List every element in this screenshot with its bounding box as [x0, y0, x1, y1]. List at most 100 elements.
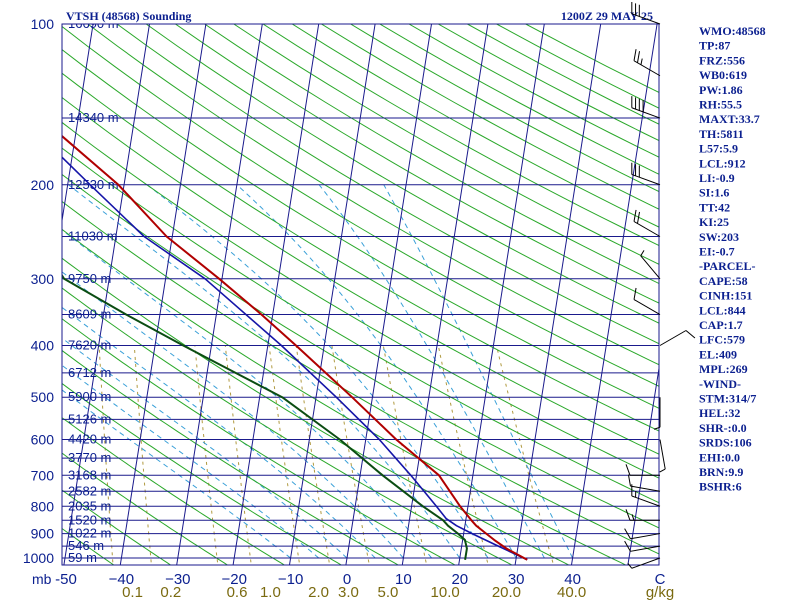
dry-adiabat-line — [62, 349, 400, 565]
height-label: 59 m — [68, 550, 97, 565]
isotherm-line — [232, 24, 320, 565]
dewpoint-profile-line — [62, 273, 468, 560]
index-item: CINH:151 — [699, 289, 752, 303]
dry-adiabat-line — [62, 287, 514, 565]
height-label: 16690 m — [68, 16, 119, 31]
mixing-ratio-line — [268, 345, 301, 565]
height-label: 11030 m — [68, 228, 118, 243]
height-label: 5900 m — [68, 389, 111, 404]
wind-barb — [659, 330, 696, 346]
wind-barb — [625, 509, 660, 521]
index-item: MPL:269 — [699, 362, 748, 376]
parcel-profile-line — [62, 156, 528, 561]
height-label: 3770 m — [68, 450, 111, 465]
temperature-axis-labels: -50 −40 −30 −20 −10 0 10 20 30 40 C — [55, 571, 665, 588]
mixing-ratio-tick-label: 2.0 — [308, 584, 329, 600]
isotherm-line — [288, 24, 376, 565]
wind-barb — [625, 464, 660, 476]
chart-timestamp: 1200Z 29 MAY 25 — [561, 9, 653, 23]
height-label: 14340 m — [68, 110, 119, 125]
isotherm-line — [62, 24, 94, 224]
height-label: 4420 m — [68, 432, 111, 447]
pressure-axis-labels: 100 200 300 400 500 600 700 800 900 1000 mb — [23, 16, 54, 587]
height-label: 3168 m — [68, 467, 111, 482]
dry-adiabat-line — [62, 257, 570, 565]
index-item: EHI:0.0 — [699, 450, 740, 464]
index-item: SHR-:0.0 — [699, 421, 747, 435]
isotherm-line — [514, 24, 602, 565]
temperature-tick-label: 0 — [343, 571, 351, 588]
sounding-profiles — [62, 134, 528, 561]
pressure-tick-label: 100 — [31, 16, 55, 32]
index-item: FRZ:556 — [699, 53, 745, 67]
wind-barb — [653, 397, 661, 430]
dry-adiabat-line — [62, 417, 286, 565]
mixing-ratio-line — [133, 345, 152, 565]
index-item: RH:55.5 — [699, 98, 742, 112]
index-item: LCL:844 — [699, 303, 746, 317]
wind-barb — [640, 250, 661, 280]
index-item: LCL:912 — [699, 156, 746, 170]
mixing-ratio-line — [194, 345, 219, 565]
isotherm-line — [627, 365, 659, 565]
index-item: BRN:9.9 — [699, 465, 743, 479]
index-item: STM:314/7 — [699, 392, 756, 406]
height-label: 1520 m — [68, 512, 111, 527]
isotherm-line — [63, 24, 151, 565]
temperature-tick-label: 40 — [564, 571, 581, 588]
mixing-ratio-line — [295, 345, 331, 565]
mixing-ratio-labels: 0.1 0.2 0.6 1.0 2.0 3.0 5.0 10.0 20.0 40.0 g/kg — [122, 584, 674, 600]
mixing-ratio-tick-label: 3.0 — [338, 584, 359, 600]
wind-barb — [627, 557, 661, 569]
mixing-ratio-tick-label: 0.2 — [160, 584, 181, 600]
wind-barb — [627, 474, 661, 492]
dry-adiabat-line — [62, 382, 343, 565]
wind-barb — [631, 162, 661, 186]
height-label: 2035 m — [68, 498, 111, 513]
dry-adiabat-line — [62, 489, 172, 565]
wind-barb — [633, 209, 661, 237]
mixing-ratio-tick-label: 5.0 — [378, 584, 399, 600]
isotherm-line — [119, 24, 207, 565]
isotherm-line — [345, 24, 433, 565]
mixing-ratio-tick-label: 0.1 — [122, 584, 143, 600]
mixing-ratio-unit-label: g/kg — [646, 584, 674, 600]
isotherm-line — [401, 24, 489, 565]
wind-barbs — [624, 2, 696, 569]
index-item: L57:5.9 — [699, 142, 738, 156]
index-item: CAPE:58 — [699, 274, 748, 288]
moist-adiabat-line — [318, 184, 545, 559]
moist-adiabat-line — [146, 184, 489, 559]
pressure-tick-label: 300 — [31, 271, 55, 287]
temperature-tick-label: 10 — [395, 571, 412, 588]
height-label: 2582 m — [68, 483, 111, 498]
isotherm-line — [458, 24, 545, 565]
mixing-ratio-tick-label: 40.0 — [557, 584, 586, 600]
index-item: HEL:32 — [699, 406, 740, 420]
pressure-tick-label: 700 — [31, 467, 55, 483]
isotherm-line — [176, 24, 263, 565]
temperature-tick-label: −10 — [278, 571, 303, 588]
height-label: 7620 m — [68, 338, 111, 353]
plot-area: 16690 m 14340 m 12530 m 11030 m 9750 m 8609 m… — [62, 16, 659, 565]
moist-adiabat-line — [383, 184, 574, 559]
index-item: WMO:48568 — [699, 24, 766, 38]
index-item: SI:1.6 — [699, 186, 729, 200]
mixing-ratio-line — [224, 345, 252, 565]
height-label: 9750 m — [68, 271, 111, 286]
temperature-tick-label: 20 — [451, 571, 468, 588]
index-item: -PARCEL- — [699, 259, 755, 273]
index-item: BSHR:6 — [699, 480, 742, 494]
temperature-profile-line — [62, 134, 528, 561]
dry-adiabat-line — [62, 318, 457, 565]
pressure-tick-label: 400 — [31, 338, 55, 354]
height-label: 8609 m — [68, 307, 111, 322]
index-item: LI:-0.9 — [699, 171, 735, 185]
mixing-ratio-tick-label: 1.0 — [260, 584, 281, 600]
pressure-unit-label: mb — [32, 571, 52, 587]
index-item: MAXT:33.7 — [699, 112, 760, 126]
index-item: SRDS:106 — [699, 436, 752, 450]
plot-frame — [61, 23, 660, 566]
index-item: -WIND- — [699, 377, 741, 391]
pressure-tick-label: 900 — [31, 526, 55, 542]
